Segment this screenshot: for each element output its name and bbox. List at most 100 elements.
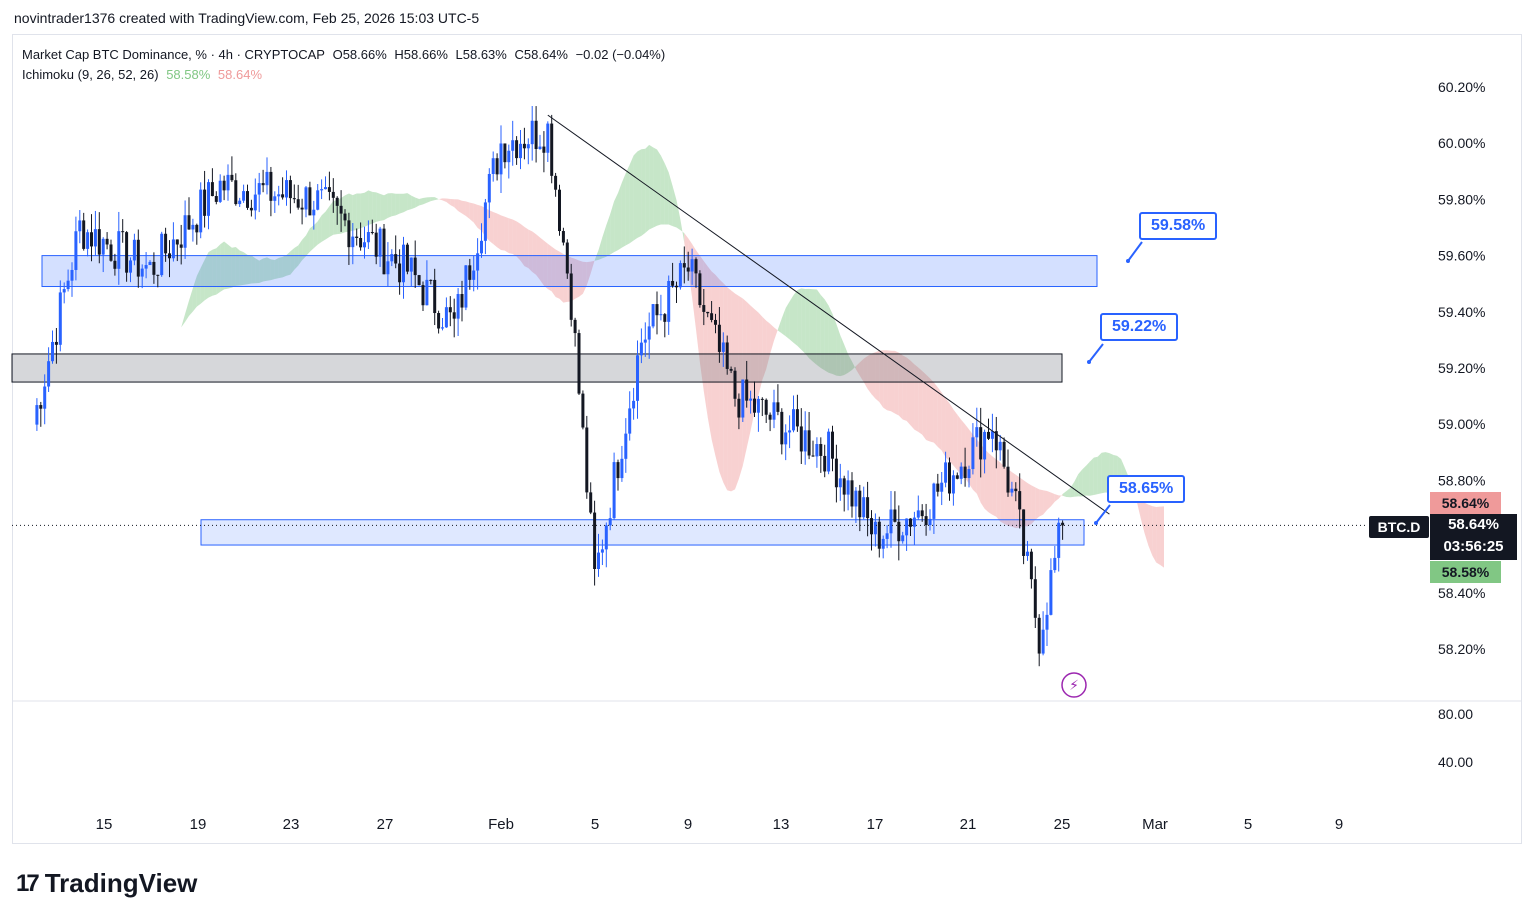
candle-body bbox=[363, 242, 366, 248]
zone-upper-resistance bbox=[41, 255, 1098, 288]
candle-body bbox=[955, 475, 959, 479]
indicator-name[interactable]: Ichimoku (9, 26, 52, 26) bbox=[22, 67, 159, 82]
candle-body bbox=[1029, 551, 1033, 580]
cloud-segment bbox=[477, 204, 482, 231]
candle-body bbox=[511, 140, 515, 151]
cloud-segment bbox=[1089, 457, 1094, 496]
cloud-segment bbox=[251, 255, 256, 284]
time-tick-label: 27 bbox=[376, 816, 394, 833]
candle-body bbox=[803, 430, 807, 452]
candle-body bbox=[105, 238, 109, 245]
candle-body bbox=[581, 393, 585, 428]
callout-lower[interactable]: 58.65% bbox=[1107, 475, 1186, 503]
candle-body bbox=[351, 236, 355, 248]
candle-body bbox=[1026, 551, 1029, 556]
candle-body bbox=[265, 171, 269, 186]
callout-upper[interactable]: 59.58% bbox=[1139, 212, 1218, 240]
ohlc-high: H58.66% bbox=[394, 47, 448, 62]
cloud-segment bbox=[855, 362, 860, 376]
cloud-segment bbox=[298, 239, 303, 266]
horizontal-zones bbox=[11, 255, 1098, 546]
cloud-segment bbox=[980, 444, 985, 509]
cloud-segment bbox=[1152, 506, 1157, 563]
candle-body bbox=[324, 187, 327, 190]
price-tick-label: 60.20% bbox=[1438, 79, 1485, 95]
cloud-segment bbox=[836, 323, 841, 377]
candle-body bbox=[452, 312, 456, 319]
cloud-segment bbox=[910, 360, 915, 430]
cloud-segment bbox=[579, 260, 583, 297]
candle-body bbox=[639, 342, 643, 356]
cloud-segment bbox=[731, 290, 735, 492]
candle-body bbox=[873, 521, 877, 535]
candle-body bbox=[636, 355, 639, 401]
cloud-segment bbox=[606, 214, 611, 257]
cloud-segment bbox=[645, 144, 650, 233]
cloud-segment bbox=[274, 257, 279, 280]
candle-body bbox=[476, 253, 480, 271]
candle-body bbox=[62, 289, 66, 293]
cloud-segment bbox=[446, 198, 451, 206]
candle-body bbox=[788, 430, 792, 433]
candle-body bbox=[663, 314, 667, 322]
cloud-segment bbox=[988, 452, 993, 515]
candle-body bbox=[1006, 466, 1010, 493]
cloud-segment bbox=[325, 206, 330, 240]
candle-body bbox=[54, 341, 58, 345]
candle-body bbox=[261, 183, 265, 186]
tradingview-logo[interactable]: 17 TradingView bbox=[16, 868, 197, 899]
time-tick-label: Mar bbox=[1142, 816, 1168, 833]
candle-body bbox=[101, 238, 105, 255]
candle-body bbox=[218, 180, 222, 202]
candle-body bbox=[413, 257, 417, 276]
candle-body bbox=[210, 182, 214, 197]
lower-pane-label-2: 40.00 bbox=[1438, 754, 1474, 770]
symbol-title[interactable]: Market Cap BTC Dominance, % · 4h · CRYPT… bbox=[22, 47, 325, 62]
candle-body bbox=[308, 187, 312, 216]
cloud-segment bbox=[738, 296, 743, 479]
cloud-segment bbox=[813, 289, 817, 366]
cloud-segment bbox=[625, 164, 630, 246]
candle-body bbox=[402, 244, 405, 283]
cloud-segment bbox=[528, 229, 533, 272]
cloud-segment bbox=[321, 211, 326, 242]
cloud-segment bbox=[879, 350, 884, 408]
cloud-segment bbox=[208, 249, 213, 298]
cloud-segment bbox=[1015, 474, 1020, 529]
callout-middle[interactable]: 59.22% bbox=[1100, 313, 1179, 341]
candle-body bbox=[257, 183, 261, 195]
candle-body bbox=[585, 427, 589, 493]
candle-body bbox=[277, 194, 281, 197]
cloud-segment bbox=[235, 247, 240, 286]
trendline bbox=[547, 114, 1110, 515]
candle-body bbox=[109, 244, 113, 261]
chart-frame[interactable] bbox=[12, 34, 1522, 844]
cloud-bottom-tag: 58.58% bbox=[1430, 561, 1501, 583]
candle-body bbox=[1057, 522, 1061, 558]
candle-body bbox=[238, 200, 242, 205]
cloud-segment bbox=[540, 237, 544, 286]
ohlc-open: O58.66% bbox=[332, 47, 387, 62]
price-tick-label: 58.80% bbox=[1438, 472, 1485, 488]
candle-body bbox=[912, 517, 916, 527]
cloud-segment bbox=[703, 261, 708, 418]
candle-body bbox=[164, 233, 168, 254]
cloud-segment bbox=[590, 260, 595, 274]
candle-body bbox=[647, 326, 651, 340]
cloud-segment bbox=[941, 392, 946, 458]
cloud-segment bbox=[933, 382, 938, 447]
time-tick-label: 17 bbox=[866, 816, 884, 833]
cloud-segment bbox=[883, 350, 888, 411]
cloud-segment bbox=[777, 318, 782, 334]
time-tick-label: 25 bbox=[1053, 816, 1071, 833]
cloud-segment bbox=[216, 244, 221, 295]
callout-anchor bbox=[1126, 259, 1130, 263]
candle-body bbox=[686, 267, 690, 272]
cloud-segment bbox=[1050, 492, 1055, 507]
candle-body bbox=[546, 123, 550, 153]
candle-body bbox=[807, 430, 811, 456]
cloud-segment bbox=[820, 294, 825, 371]
cloud-segment bbox=[629, 155, 634, 244]
callout-anchor bbox=[1094, 521, 1098, 525]
